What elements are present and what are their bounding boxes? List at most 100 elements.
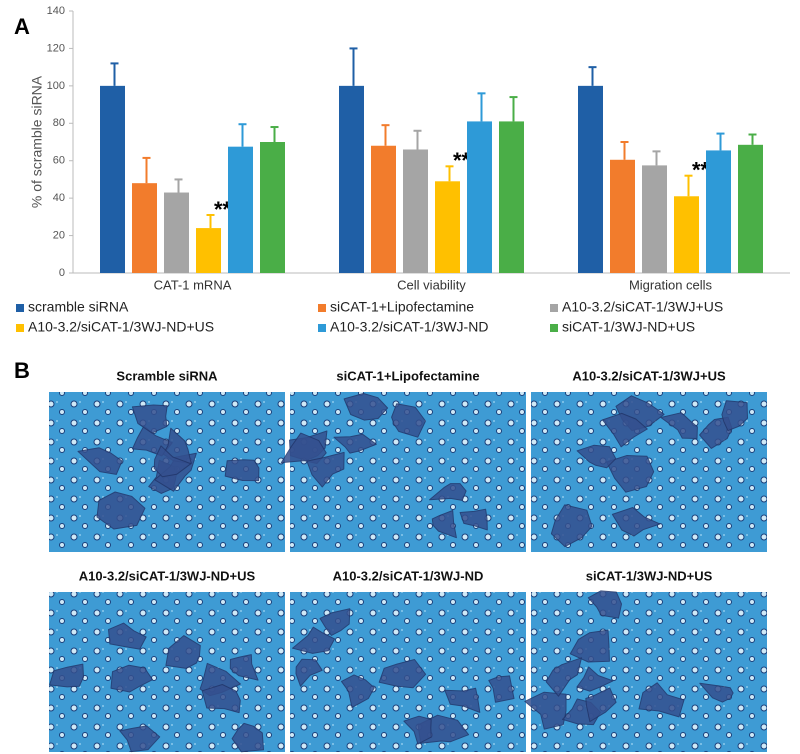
cell-blob [488, 675, 515, 703]
legend-label: A10-3.2/siCAT-1/3WJ-ND+US [28, 319, 214, 335]
micrograph [531, 392, 767, 552]
cell-blob [295, 658, 323, 687]
cell-blob [403, 715, 432, 745]
cell-blob [569, 629, 610, 663]
legend-label: A10-3.2/siCAT-1/3WJ-ND [330, 319, 488, 335]
cell-blob [108, 622, 147, 650]
cell-blob [444, 687, 481, 713]
bar [339, 85, 364, 273]
cell-blob [524, 691, 567, 730]
image-caption: siCAT-1+Lipofectamine [336, 368, 479, 383]
cell-blob [77, 447, 123, 475]
legend-label: scramble siRNA [28, 299, 129, 315]
cell-blob [224, 459, 260, 482]
cell-blob [699, 682, 734, 703]
cell-blob [576, 444, 617, 469]
panel-label: A [14, 14, 30, 39]
image-caption: A10-3.2/siCAT-1/3WJ+US [572, 368, 726, 383]
bar [403, 149, 428, 273]
significance-label: ** [453, 148, 471, 173]
cell-blob [550, 504, 593, 548]
cell-blob [229, 654, 259, 681]
cell-blob [391, 403, 426, 438]
cell-blob [131, 404, 168, 434]
bar [499, 121, 524, 274]
cell-blob [721, 400, 748, 432]
bar [164, 192, 189, 273]
image-caption: siCAT-1/3WJ-ND+US [586, 568, 713, 583]
cell-blob [201, 684, 241, 714]
legend-swatch [318, 304, 326, 312]
y-tick-label: 100 [47, 80, 65, 92]
cell-blob [660, 412, 698, 439]
cell-blob [429, 483, 467, 501]
cell-blob [96, 491, 146, 530]
bar [435, 181, 460, 273]
cell-blob [606, 455, 655, 493]
y-tick-label: 80 [53, 117, 65, 129]
cell-blob [153, 445, 192, 478]
x-tick-label: Migration cells [629, 277, 713, 292]
legend-label: siCAT-1+Lipofectamine [330, 299, 474, 315]
cell-blob [110, 664, 153, 693]
micrograph [49, 392, 285, 552]
cell-blob [378, 659, 427, 689]
cell-blob [49, 663, 84, 688]
legend-swatch [16, 324, 24, 332]
bar [132, 183, 157, 273]
panel-label: B [14, 358, 30, 383]
image-caption: A10-3.2/siCAT-1/3WJ-ND [333, 568, 484, 583]
micrograph [49, 592, 285, 753]
cell-blob [587, 590, 622, 619]
bar [371, 145, 396, 273]
x-tick-label: CAT-1 mRNA [154, 277, 232, 292]
cell-blob [431, 510, 457, 539]
legend-swatch [16, 304, 24, 312]
cell-blob [319, 608, 351, 636]
micrograph [280, 392, 526, 552]
micrograph [290, 592, 526, 752]
bar [100, 85, 125, 273]
cell-blob [545, 657, 582, 697]
y-tick-label: 60 [53, 155, 65, 167]
y-tick-label: 120 [47, 42, 65, 54]
significance-label: ** [214, 197, 232, 222]
cell-blob [306, 451, 345, 488]
bar [642, 165, 667, 273]
y-tick-label: 0 [59, 267, 65, 279]
bar [196, 228, 221, 273]
y-tick-label: 20 [53, 229, 65, 241]
y-tick-label: 140 [47, 5, 65, 17]
x-tick-label: Cell viability [397, 277, 466, 292]
cell-blob [602, 412, 648, 448]
cell-blob [611, 507, 661, 537]
legend-swatch [550, 304, 558, 312]
legend-label: A10-3.2/siCAT-1/3WJ+US [562, 299, 723, 315]
micrograph [524, 590, 767, 752]
y-tick-label: 40 [53, 192, 65, 204]
cell-blob [231, 722, 264, 753]
bar [674, 196, 699, 273]
bar [706, 150, 731, 273]
legend-swatch [318, 324, 326, 332]
cell-blob [292, 626, 336, 654]
legend-swatch [550, 324, 558, 332]
cell-blob [638, 682, 685, 718]
cell-blob [585, 687, 617, 723]
cell-blob [341, 674, 375, 708]
bar [610, 159, 635, 273]
cell-blob [343, 393, 389, 421]
cell-blob [459, 508, 488, 531]
cell-blob [333, 433, 377, 454]
y-axis-label: % of scramble siRNA [29, 75, 45, 208]
cell-blob [576, 666, 614, 692]
bar [578, 85, 603, 273]
cell-blob [119, 725, 161, 753]
bar [228, 146, 253, 273]
significance-label: ** [692, 157, 710, 182]
image-caption: Scramble siRNA [116, 368, 218, 383]
bar [260, 142, 285, 273]
cell-blob [165, 635, 201, 669]
bar [467, 121, 492, 274]
